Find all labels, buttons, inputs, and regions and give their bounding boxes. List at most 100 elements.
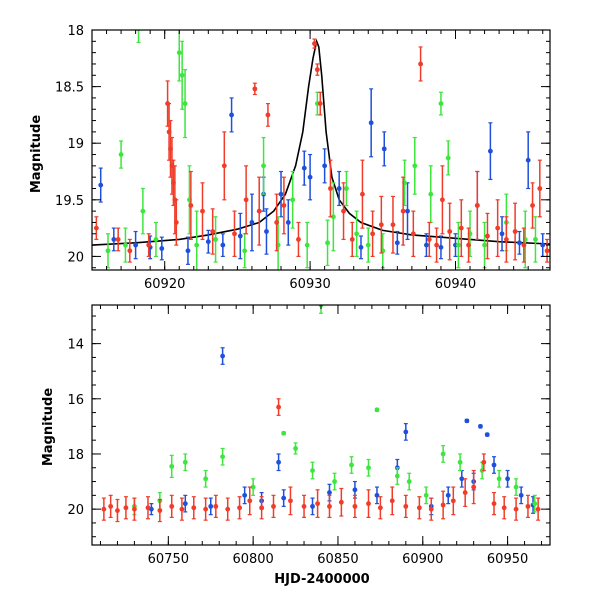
bottom-panel-red-point	[535, 497, 541, 521]
bottom-panel-red-point	[501, 496, 507, 520]
top-panel-red-point	[127, 238, 133, 263]
data-point	[252, 86, 258, 92]
top-panel-green-point	[290, 170, 296, 229]
top-panel-red-point	[447, 202, 453, 261]
bottom-panel-green-point	[332, 472, 337, 491]
bottom-panel-x-tick-label: 60950	[487, 552, 528, 567]
top-panel-red-point	[466, 227, 471, 263]
top-panel-green-point	[304, 221, 310, 269]
data-point	[518, 492, 524, 498]
top-panel-red-point	[314, 63, 320, 76]
top-panel-blue-point	[381, 131, 387, 167]
bottom-panel-blue-point	[276, 453, 281, 472]
top-panel-red-point	[210, 208, 216, 255]
data-point	[352, 503, 358, 509]
top-panel-green-point	[412, 136, 418, 195]
top-panel-red-point	[544, 238, 550, 263]
data-point	[457, 459, 463, 465]
bottom-panel-plot-area	[101, 305, 541, 523]
bottom-panel-red-point	[115, 498, 120, 523]
data-point	[501, 505, 507, 511]
data-point	[179, 506, 185, 512]
bottom-panel-x-tick-label: 60900	[402, 552, 443, 567]
data-point	[423, 492, 429, 498]
data-point	[394, 240, 400, 246]
data-point	[462, 490, 468, 495]
top-panel-blue-point	[301, 150, 307, 186]
bottom-panel-series-green	[132, 305, 538, 516]
top-panel-red-point	[440, 165, 445, 235]
data-point	[281, 495, 287, 501]
data-point	[194, 242, 200, 248]
data-point	[416, 505, 422, 511]
bottom-panel-green-point	[374, 407, 380, 413]
data-point	[93, 225, 99, 231]
data-point	[478, 423, 483, 429]
data-point	[438, 244, 444, 250]
bottom-panel-red-point	[101, 497, 107, 521]
data-point	[271, 503, 276, 509]
data-point	[525, 503, 531, 509]
top-panel-red-point	[296, 221, 301, 258]
top-panel-red-point	[426, 221, 432, 258]
top-panel-red-point	[370, 210, 376, 258]
data-point	[544, 248, 550, 254]
top-panel-blue-point	[336, 170, 342, 207]
data-point	[434, 242, 439, 248]
bottom-panel-red-point	[481, 453, 487, 472]
bottom-panel-red-point	[416, 496, 422, 520]
data-point	[540, 242, 546, 248]
bottom-panel-green-point	[281, 430, 287, 436]
data-point	[327, 503, 332, 509]
top-panel-red-point	[232, 210, 237, 258]
data-point	[249, 220, 255, 225]
bottom-panel-red-point	[389, 486, 395, 516]
bottom-panel-blue-point	[281, 489, 287, 507]
data-point	[118, 152, 124, 157]
top-panel-red-point	[495, 199, 501, 258]
top-panel-blue-point	[424, 233, 429, 258]
bottom-panel-red-point	[301, 494, 307, 519]
top-panel-red-point	[221, 131, 227, 201]
top-panel-red-point	[243, 165, 249, 235]
top-panel-green-point	[242, 233, 248, 269]
bottom-panel-series-blue	[148, 347, 536, 516]
top-panel-red-point	[349, 221, 355, 258]
top-panel-blue-point	[405, 182, 410, 241]
data-point	[312, 41, 317, 46]
data-point	[513, 484, 519, 490]
data-point	[354, 231, 360, 237]
data-point	[208, 503, 214, 509]
top-panel-green-point	[153, 221, 159, 258]
data-point	[290, 197, 296, 203]
bottom-panel-green-point	[423, 486, 429, 505]
bottom-panel-green-point	[293, 442, 298, 455]
top-panel-red-point	[360, 159, 365, 229]
top-panel-blue-point	[487, 122, 493, 181]
data-point	[213, 237, 218, 242]
data-point	[537, 186, 543, 191]
top-panel-red-point	[252, 82, 258, 96]
data-point	[296, 237, 301, 242]
data-point	[123, 242, 128, 248]
top-panel-red-point	[93, 216, 99, 241]
top-panel-blue-point	[237, 212, 243, 260]
data-point	[424, 242, 429, 248]
bottom-panel-red-point	[525, 494, 531, 519]
top-panel-red-point	[265, 102, 271, 127]
data-point	[377, 505, 383, 511]
data-point	[484, 432, 490, 438]
bottom-panel-green-point	[169, 454, 175, 479]
data-point	[403, 429, 409, 435]
data-point	[127, 248, 133, 254]
data-point	[410, 231, 416, 237]
bottom-panel-red-point	[513, 497, 519, 521]
data-point	[229, 112, 234, 118]
top-panel-flare-zoom: Magnitude 60920 60930 60940 18 18.5 19 19.5 20	[29, 24, 551, 292]
data-point	[456, 242, 461, 248]
bottom-panel-green-point	[496, 469, 502, 488]
bottom-panel-x-axis-label: HJD-2400000	[274, 572, 369, 587]
bottom-panel-red-point	[145, 496, 151, 520]
data-point	[322, 163, 328, 169]
data-point	[389, 498, 395, 504]
